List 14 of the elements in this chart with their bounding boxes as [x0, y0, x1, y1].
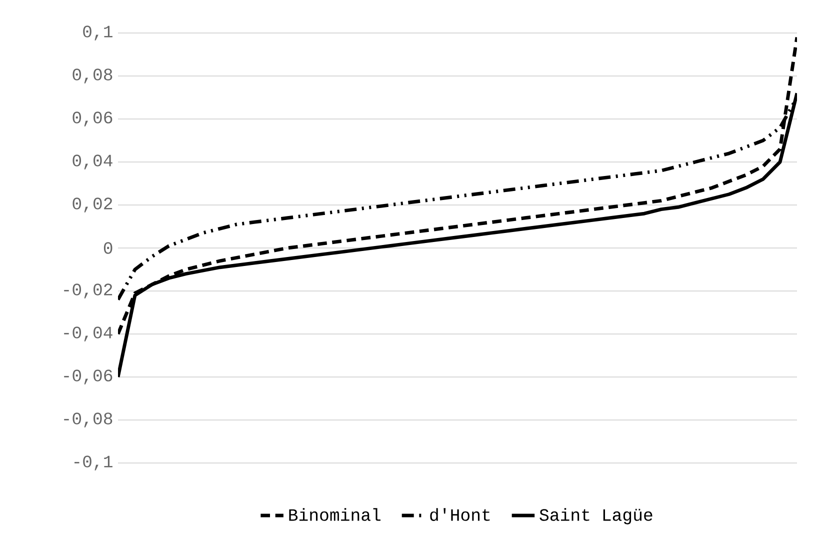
y-tick-label: 0,04	[72, 154, 112, 170]
y-tick-label: -0,1	[74, 456, 112, 470]
y-tick-label: 0,06	[72, 112, 112, 126]
legend-label: d'Hont	[430, 508, 490, 521]
y-tick-label: 0,1	[83, 26, 112, 40]
y-tick-label: -0,06	[64, 370, 112, 384]
legend-label: Binominal	[289, 508, 380, 521]
y-tick-label: -0,04	[64, 326, 112, 342]
y-tick-label: 0,08	[72, 68, 112, 84]
y-tick-label: 0	[104, 242, 112, 254]
y-tick-label: 0,02	[72, 198, 112, 212]
legend-label: Saint Lagüe	[540, 508, 652, 524]
y-tick-label: -0,08	[64, 412, 112, 428]
y-tick-label: -0,02	[64, 284, 112, 298]
